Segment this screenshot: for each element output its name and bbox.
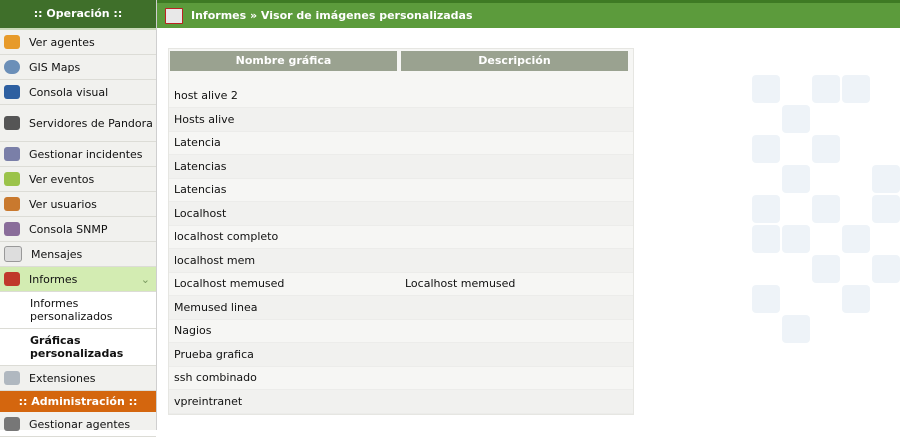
sidebar: :: Operación :: Ver agentes GIS Maps Con… <box>0 0 157 437</box>
menu-item[interactable]: Informes ⌄ <box>0 267 156 292</box>
table-row: Localhost memused Localhost memused <box>169 272 633 296</box>
decor-square <box>872 165 900 193</box>
menu-label: Consola visual <box>29 85 109 99</box>
page-title: Informes » Visor de imágenes personaliza… <box>191 9 473 22</box>
menu-label: Ver eventos <box>29 172 95 186</box>
table-row: Localhost <box>169 201 633 226</box>
decor-square <box>782 315 810 343</box>
decor-square <box>842 285 870 313</box>
menu-item[interactable]: Ver usuarios <box>0 192 156 217</box>
decor-square <box>812 195 840 223</box>
menu-label: Ver agentes <box>29 35 95 49</box>
table-row: Latencias <box>169 178 633 202</box>
menu-label: Ver usuarios <box>29 197 97 211</box>
graph-name: Nagios <box>174 324 212 337</box>
decor-square <box>812 135 840 163</box>
submenu-item[interactable]: Gráficas personalizadas <box>0 329 156 366</box>
menu-header: :: Administración :: <box>0 391 156 412</box>
table-row: Memused linea <box>169 295 633 320</box>
table-row: Latencias <box>169 154 633 179</box>
chevron: ⌄ <box>140 272 150 286</box>
menu-item[interactable]: Gestionar incidentes <box>0 142 156 167</box>
decor-square <box>752 195 780 223</box>
menu-item[interactable]: Ver agentes <box>0 30 156 55</box>
graph-name: Localhost <box>174 206 227 220</box>
menu-item[interactable]: Ver eventos <box>0 167 156 192</box>
graph-name: Prueba grafica <box>174 347 254 361</box>
table-row: vpreintranet <box>169 389 633 414</box>
decor-square <box>872 255 900 283</box>
menu-item[interactable]: Gestionar agentes <box>0 412 156 437</box>
menu-label: Consola SNMP <box>29 222 108 236</box>
decor-square <box>782 105 810 133</box>
table-row: Latencia <box>169 131 633 155</box>
graph-name: ssh combinado <box>174 371 257 384</box>
graph-name: vpreintranet <box>174 394 243 408</box>
decor-square <box>812 255 840 283</box>
decor-square <box>842 75 870 103</box>
menu-label: Informes <box>29 272 78 286</box>
menu-label: GIS Maps <box>29 60 81 74</box>
decor-square <box>842 225 870 253</box>
menu-item[interactable]: Mensajes <box>0 242 156 267</box>
graph-description: Localhost memused <box>405 277 516 290</box>
table-row: Nagios <box>169 319 633 343</box>
table-row: localhost mem <box>169 248 633 273</box>
decor-square <box>782 225 810 253</box>
decor-square <box>752 225 780 253</box>
column-header: Descripción <box>401 51 628 71</box>
table-row: Prueba grafica <box>169 342 633 367</box>
table-row: localhost completo <box>169 225 633 249</box>
graphs-table: Nombre gráfica Descripción host alive 2 H… <box>168 48 634 415</box>
decor-square <box>752 135 780 163</box>
decor-square <box>872 195 900 223</box>
graph-name: Latencia <box>174 136 221 149</box>
graph-name: Latencias <box>174 183 227 196</box>
menu-item[interactable]: Extensiones <box>0 366 156 391</box>
column-header: Nombre gráfica <box>170 51 397 71</box>
menu-item[interactable]: GIS Maps <box>0 55 156 80</box>
menu-label: Mensajes <box>31 247 83 261</box>
graph-name: Hosts alive <box>174 112 235 126</box>
graph-name: host alive 2 <box>174 89 238 102</box>
graph-name: Localhost memused <box>174 277 285 290</box>
graph-name: localhost mem <box>174 253 256 267</box>
menu-item[interactable]: Consola SNMP <box>0 217 156 242</box>
submenu-item[interactable]: Informes personalizados <box>0 292 156 329</box>
table-row: Hosts alive <box>169 107 633 132</box>
decor-square <box>782 165 810 193</box>
table-row: host alive 2 <box>169 84 633 108</box>
submenu-label: Gráficas personalizadas <box>30 334 124 360</box>
menu-label: Servidores de Pandora <box>29 116 153 130</box>
menu-item[interactable]: Servidores de Pandora <box>0 105 156 142</box>
submenu-label: Informes personalizados <box>30 297 113 323</box>
graph-name: localhost completo <box>174 230 279 243</box>
table-row: ssh combinado <box>169 366 633 390</box>
graph-name: Memused linea <box>174 300 258 314</box>
decor-square <box>752 285 780 313</box>
menu-label: Gestionar incidentes <box>29 147 143 161</box>
decor-square <box>812 75 840 103</box>
menu-header: :: Operación :: <box>0 0 156 30</box>
page-header: Informes » Visor de imágenes personaliza… <box>157 0 900 28</box>
menu-label: Extensiones <box>29 371 96 385</box>
decor-square <box>752 75 780 103</box>
menu-item[interactable]: Consola visual <box>0 80 156 105</box>
menu-label: Gestionar agentes <box>29 417 131 431</box>
graph-name: Latencias <box>174 159 227 173</box>
